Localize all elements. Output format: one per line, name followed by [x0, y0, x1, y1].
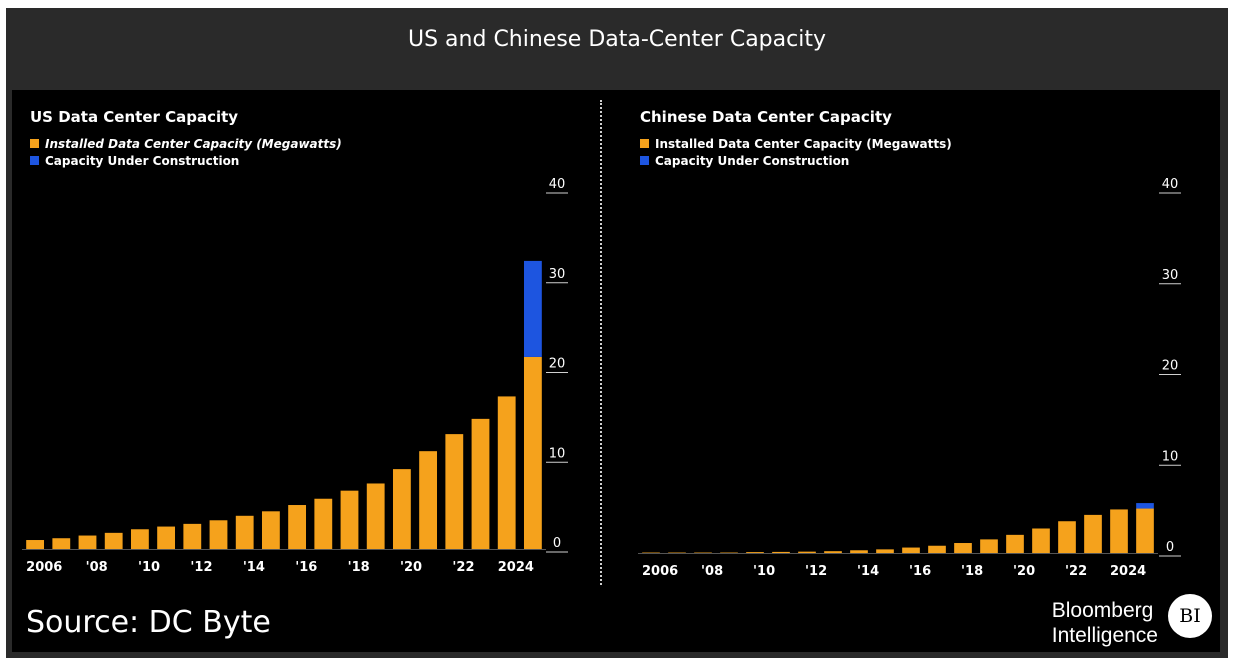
bar-installed [26, 540, 45, 549]
brand-line2: Intelligence [1051, 624, 1158, 647]
x-tick-label: '12 [805, 564, 827, 579]
cn-legend-installed: Installed Data Center Capacity (Megawatt… [640, 135, 952, 152]
bar-installed [209, 520, 228, 549]
y-tick-label: 10 [549, 446, 566, 461]
bar-installed [366, 483, 385, 549]
x-tick-label: '10 [138, 560, 160, 575]
bar-installed [52, 538, 71, 549]
brand-wordmark: Bloomberg Intelligence [1052, 598, 1158, 648]
bar-installed [980, 539, 998, 553]
bar-installed [497, 396, 516, 549]
y-tick-label: 0 [1166, 540, 1174, 555]
x-tick-label: 2006 [642, 564, 678, 579]
bar-installed [642, 552, 660, 554]
bar-installed [445, 434, 464, 549]
bar-installed [1032, 528, 1050, 553]
cn-legend-construction: Capacity Under Construction [640, 152, 952, 169]
x-tick-label: '18 [961, 564, 983, 579]
legend-swatch-installed [640, 139, 649, 148]
bar-installed [157, 526, 176, 549]
bar-installed [419, 451, 438, 549]
bar-installed [746, 552, 764, 553]
bar-installed [1006, 534, 1024, 553]
bar-construction [1136, 503, 1154, 509]
x-tick-label: '16 [295, 560, 317, 575]
bar-installed [183, 523, 202, 549]
bar-installed [1110, 509, 1128, 553]
bar-installed [104, 532, 123, 549]
source-note: Source: DC Byte [26, 605, 271, 640]
cn-chart-title: Chinese Data Center Capacity [640, 108, 892, 126]
us-capacity-chart: 0 10 20 30 40 2006 '08 '10 '12 '14 '16 '18 '20 '22 202… [22, 177, 568, 575]
x-tick-label: '10 [753, 564, 775, 579]
x-tick-label: '20 [1013, 564, 1035, 579]
bar-installed [235, 515, 254, 549]
us-legend-installed: Installed Data Center Capacity (Megawatt… [30, 135, 342, 152]
page-title: US and Chinese Data-Center Capacity [408, 26, 826, 52]
us-chart-title: US Data Center Capacity [30, 108, 239, 126]
bi-logo-icon: BI [1168, 594, 1212, 638]
y-tick-label: 0 [553, 536, 561, 551]
bar-installed [824, 551, 842, 553]
y-tick-label: 20 [1162, 359, 1179, 374]
bar-installed [850, 550, 868, 553]
bar-installed [78, 535, 97, 549]
bar-installed [954, 543, 972, 553]
cn-capacity-chart: 0 10 20 30 40 2006 '08 '10 '12 '14 '16 '18 '20 '22 202… [638, 177, 1181, 579]
bar-installed [314, 498, 333, 549]
y-tick-label: 10 [1162, 449, 1179, 464]
bar-installed [772, 551, 790, 553]
bar-installed [876, 549, 894, 553]
x-tick-label: '16 [909, 564, 931, 579]
bar-installed [1136, 508, 1154, 553]
y-tick-label: 30 [1162, 268, 1179, 283]
y-tick-label: 20 [549, 357, 566, 372]
x-tick-label: 2024 [498, 560, 534, 575]
y-tick-label: 30 [549, 267, 566, 282]
bar-installed [392, 469, 411, 549]
x-tick-label: 2006 [26, 560, 62, 575]
legend-label: Installed Data Center Capacity (Megawatt… [45, 136, 342, 151]
bar-installed [902, 547, 920, 553]
bar-installed [130, 529, 149, 549]
cn-legend: Installed Data Center Capacity (Megawatt… [640, 135, 952, 169]
bar-installed [261, 511, 280, 549]
y-tick-label: 40 [1162, 177, 1179, 192]
x-tick-label: '18 [348, 560, 370, 575]
x-tick-label: '22 [452, 560, 474, 575]
bar-installed [523, 356, 542, 549]
bar-installed [1058, 521, 1076, 553]
x-tick-label: '14 [857, 564, 879, 579]
bar-installed [694, 552, 712, 554]
bar-construction [523, 260, 542, 357]
bar-installed [1084, 514, 1102, 553]
x-tick-label: '20 [400, 560, 422, 575]
legend-label: Capacity Under Construction [655, 153, 850, 168]
x-tick-label: '14 [243, 560, 265, 575]
y-tick-label: 40 [549, 177, 566, 192]
figure-frame: US and Chinese Data-Center Capacity US D… [6, 8, 1228, 658]
us-legend: Installed Data Center Capacity (Megawatt… [30, 135, 342, 169]
brand-line1: Bloomberg [1051, 599, 1154, 622]
chart-panel: US Data Center Capacity Installed Data C… [12, 90, 1220, 652]
bar-installed [798, 551, 816, 553]
bar-installed [288, 505, 307, 549]
us-legend-construction: Capacity Under Construction [30, 152, 342, 169]
bar-installed [720, 552, 738, 554]
legend-label: Capacity Under Construction [45, 153, 240, 168]
x-tick-label: '22 [1065, 564, 1087, 579]
bar-installed [471, 418, 490, 549]
bar-installed [668, 552, 686, 554]
panel-divider [600, 100, 602, 585]
x-tick-label: '12 [190, 560, 212, 575]
legend-label: Installed Data Center Capacity (Megawatt… [655, 136, 952, 151]
bar-installed [340, 490, 359, 549]
x-tick-label: '08 [701, 564, 723, 579]
legend-swatch-construction [640, 156, 649, 165]
x-tick-label: 2024 [1110, 564, 1146, 579]
x-tick-label: '08 [86, 560, 108, 575]
bar-installed [928, 545, 946, 553]
legend-swatch-construction [30, 156, 39, 165]
legend-swatch-installed [30, 139, 39, 148]
